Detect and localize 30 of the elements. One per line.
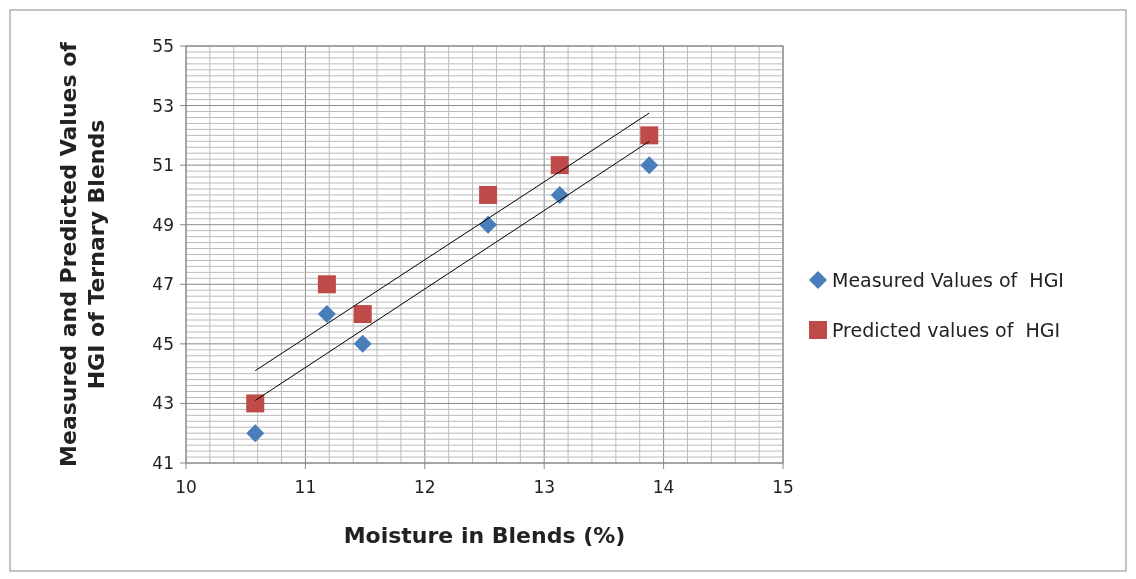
y-tick-label: 55	[152, 36, 174, 56]
point	[550, 156, 569, 175]
x-tick-label: 14	[652, 477, 675, 497]
y-tick-label: 41	[152, 453, 174, 473]
point	[317, 275, 336, 294]
point	[353, 305, 372, 324]
x-tick-label: 11	[294, 477, 317, 497]
x-tick-label: 13	[533, 477, 556, 497]
line-series	[254, 112, 650, 372]
legend-label: Predicted values of HGI	[832, 319, 1061, 341]
point	[317, 305, 336, 324]
point	[246, 424, 265, 443]
y-tick-label: 47	[152, 274, 174, 295]
x-tick-label: 12	[413, 477, 436, 497]
y-tick-label: 53	[152, 95, 174, 116]
x-tick-label: 15	[772, 477, 794, 497]
legend-label: Measured Values of HGI	[832, 269, 1064, 291]
point	[479, 185, 498, 204]
x-tick-label: 10	[175, 477, 197, 497]
y-tick-label: 51	[152, 155, 174, 176]
point	[353, 334, 372, 353]
y-tick-label: 49	[152, 214, 174, 235]
point	[640, 126, 659, 145]
x-axis-title: Moisture in Blends (%)	[343, 523, 626, 548]
y-tick-label: 45	[152, 333, 174, 354]
y-tick-label: 43	[152, 393, 174, 414]
point	[479, 215, 498, 234]
y-axis-title: Measured and Predicted Values of HGI of Ternary Blends	[56, 41, 109, 467]
point	[640, 156, 659, 175]
point	[246, 394, 265, 413]
